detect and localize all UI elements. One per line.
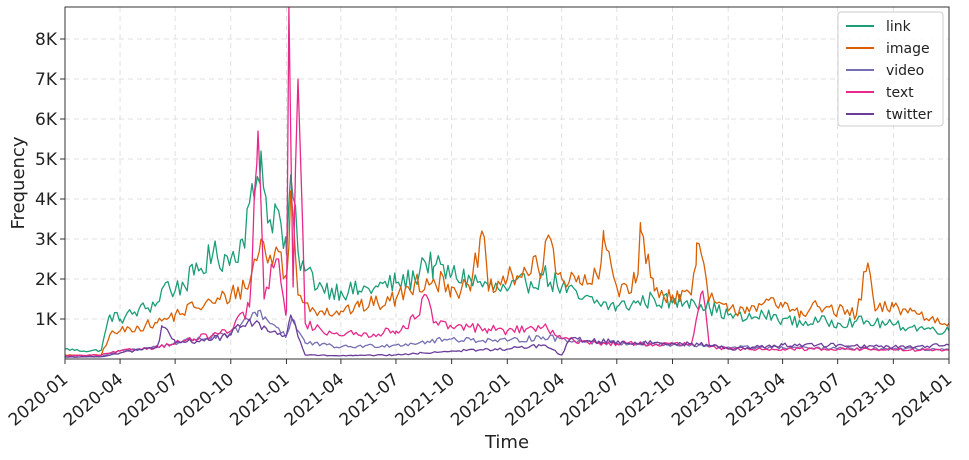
legend-label-twitter: twitter [886,107,932,123]
legend-label-video: video [886,63,924,79]
legend-label-link: link [886,19,912,35]
x-tick-label: 2021-01 [226,370,293,431]
y-tick-label: 6K [35,110,58,130]
x-tick-label: 2022-10 [612,370,679,431]
x-tick-label: 2021-04 [281,370,348,431]
series-line-image [64,190,950,357]
y-tick-label: 4K [35,190,58,210]
x-tick-label: 2020-10 [171,370,238,431]
x-tick-label: 2021-07 [336,370,403,431]
series-line-video [65,309,950,358]
x-tick-label: 2022-07 [557,370,624,431]
legend-label-image: image [886,41,930,57]
x-tick-label: 2024-01 [889,370,956,431]
y-tick-label: 2K [35,270,58,290]
x-axis-title: Time [484,432,529,453]
y-tick-label: 7K [35,70,58,90]
x-tick-label: 2023-07 [778,370,845,431]
x-tick-label: 2022-01 [447,370,514,431]
x-tick-label: 2023-10 [833,370,900,431]
x-tick-label: 2020-01 [5,370,72,431]
y-axis-title: Frequency [8,136,29,229]
series-line-twitter [64,314,950,358]
x-tick-label: 2023-01 [668,370,735,431]
y-tick-label: 5K [35,150,58,170]
x-tick-label: 2020-07 [115,370,182,431]
x-tick-label: 2022-04 [502,370,569,431]
x-tick-label: 2021-10 [392,370,459,431]
series-line-link [64,150,950,353]
x-tick-label: 2020-04 [60,370,127,431]
y-tick-label: 3K [35,230,58,250]
series-group [64,6,950,358]
y-tick-label: 1K [35,310,58,330]
y-axis: 1K 2K 3K 4K 5K 6K 7K 8K [35,30,65,330]
legend-box [837,11,944,127]
y-tick-label: 8K [35,30,58,50]
legend: link image video text twitter [837,11,944,127]
x-tick-label: 2023-04 [723,370,790,431]
legend-label-text: text [886,85,914,101]
grid [64,7,950,359]
x-axis: 2020-012020-042020-072020-102021-012021-… [5,359,956,430]
series-line-text [64,6,950,357]
